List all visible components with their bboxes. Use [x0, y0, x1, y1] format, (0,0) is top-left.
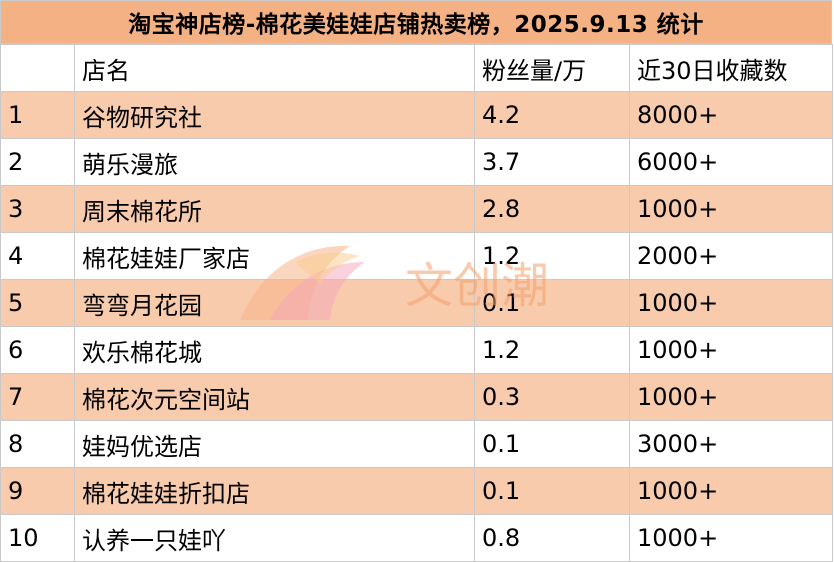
fans-cell: 2.8 — [474, 185, 630, 233]
rank-cell: 6 — [0, 326, 75, 374]
shop-name-cell: 周末棉花所 — [74, 185, 475, 233]
table-row: 5 弯弯月花园 0.1 1000+ — [0, 279, 833, 327]
rank-cell: 10 — [0, 514, 75, 562]
shop-name-cell: 谷物研究社 — [74, 91, 475, 139]
favorites-cell: 1000+ — [629, 373, 833, 421]
table-header-row: 店名 粉丝量/万 近30日收藏数 — [0, 44, 833, 92]
rank-cell: 5 — [0, 279, 75, 327]
table-row: 10 认养一只娃吖 0.8 1000+ — [0, 514, 833, 562]
sheet-title: 淘宝神店榜-棉花美娃娃店铺热卖榜，2025.9.13 统计 — [0, 0, 832, 44]
header-rank — [0, 44, 75, 92]
fans-cell: 3.7 — [474, 138, 630, 186]
header-favorites: 近30日收藏数 — [629, 44, 833, 92]
rank-cell: 1 — [0, 91, 75, 139]
shop-name-cell: 棉花娃娃折扣店 — [74, 467, 475, 515]
table-row: 6 欢乐棉花城 1.2 1000+ — [0, 326, 833, 374]
shop-name-cell: 认养一只娃吖 — [74, 514, 475, 562]
fans-cell: 1.2 — [474, 326, 630, 374]
fans-cell: 1.2 — [474, 232, 630, 280]
favorites-cell: 1000+ — [629, 326, 833, 374]
favorites-cell: 1000+ — [629, 467, 833, 515]
shop-name-cell: 欢乐棉花城 — [74, 326, 475, 374]
favorites-cell: 8000+ — [629, 91, 833, 139]
fans-cell: 0.3 — [474, 373, 630, 421]
shop-name-cell: 弯弯月花园 — [74, 279, 475, 327]
fans-cell: 0.1 — [474, 420, 630, 468]
favorites-cell: 1000+ — [629, 514, 833, 562]
fans-cell: 0.1 — [474, 279, 630, 327]
favorites-cell: 3000+ — [629, 420, 833, 468]
shop-name-cell: 棉花娃娃厂家店 — [74, 232, 475, 280]
header-fans: 粉丝量/万 — [474, 44, 630, 92]
fans-cell: 0.8 — [474, 514, 630, 562]
table-row: 8 娃妈优选店 0.1 3000+ — [0, 420, 833, 468]
header-shop-name: 店名 — [74, 44, 475, 92]
shop-name-cell: 娃妈优选店 — [74, 420, 475, 468]
rank-cell: 4 — [0, 232, 75, 280]
ranking-table-body: 店名 粉丝量/万 近30日收藏数 1 谷物研究社 4.2 8000+ 2 萌乐漫旅 3.7 6… — [0, 44, 833, 562]
table-row: 7 棉花次元空间站 0.3 1000+ — [0, 373, 833, 421]
rank-cell: 2 — [0, 138, 75, 186]
rank-cell: 3 — [0, 185, 75, 233]
table-row: 3 周末棉花所 2.8 1000+ — [0, 185, 833, 233]
shop-name-cell: 棉花次元空间站 — [74, 373, 475, 421]
table-row: 4 棉花娃娃厂家店 1.2 2000+ — [0, 232, 833, 280]
table-row: 2 萌乐漫旅 3.7 6000+ — [0, 138, 833, 186]
rank-cell: 9 — [0, 467, 75, 515]
fans-cell: 0.1 — [474, 467, 630, 515]
favorites-cell: 6000+ — [629, 138, 833, 186]
favorites-cell: 1000+ — [629, 279, 833, 327]
table-row: 9 棉花娃娃折扣店 0.1 1000+ — [0, 467, 833, 515]
favorites-cell: 1000+ — [629, 185, 833, 233]
favorites-cell: 2000+ — [629, 232, 833, 280]
ranking-table: 店名 粉丝量/万 近30日收藏数 1 谷物研究社 4.2 8000+ 2 萌乐漫旅 3.7 6… — [0, 44, 833, 562]
rank-cell: 8 — [0, 420, 75, 468]
shop-name-cell: 萌乐漫旅 — [74, 138, 475, 186]
fans-cell: 4.2 — [474, 91, 630, 139]
table-row: 1 谷物研究社 4.2 8000+ — [0, 91, 833, 139]
rank-cell: 7 — [0, 373, 75, 421]
